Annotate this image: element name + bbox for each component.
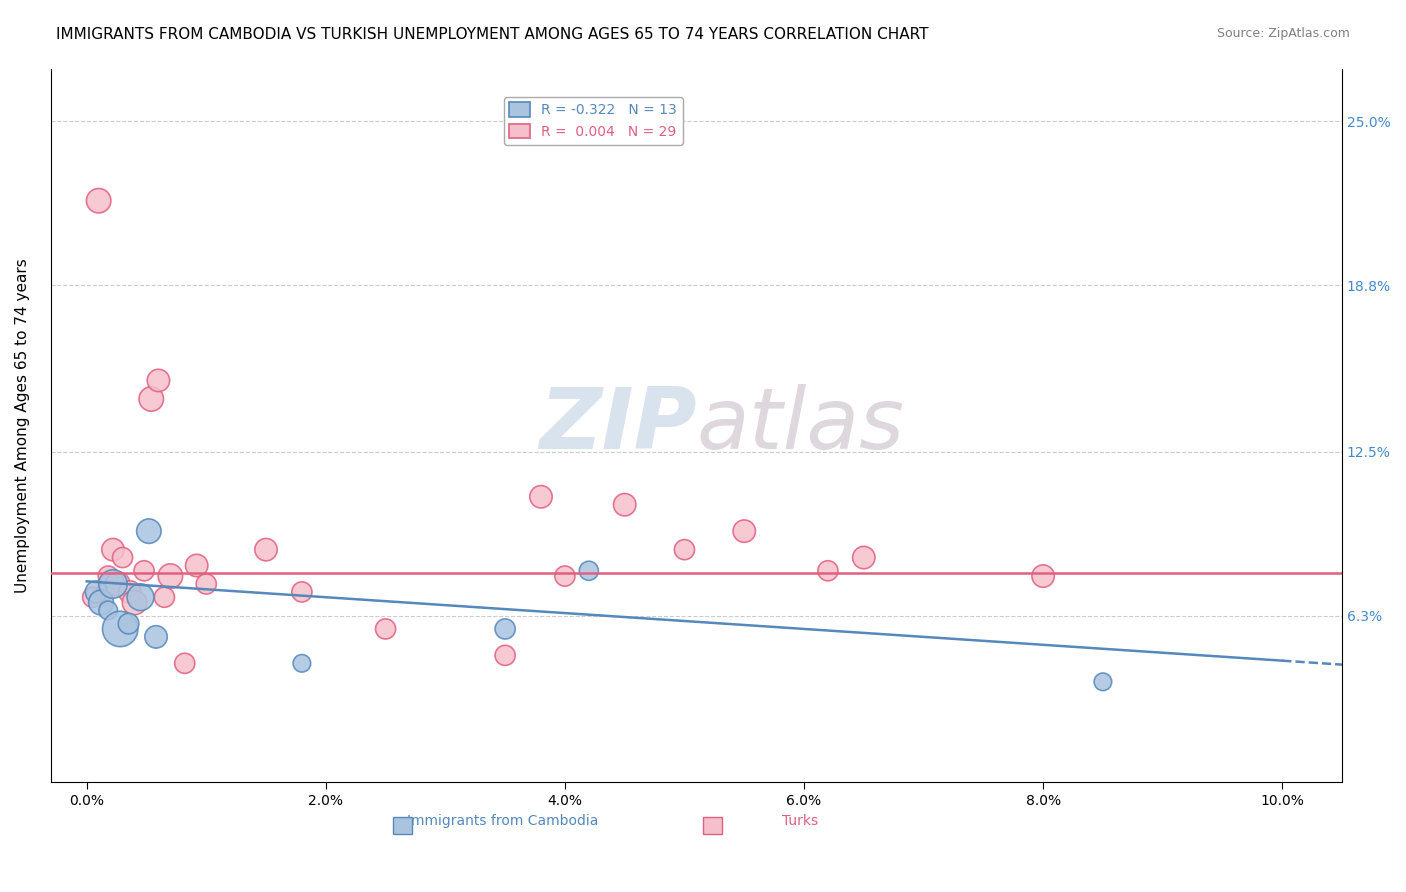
Point bbox=[84, 585, 107, 599]
Point bbox=[195, 577, 218, 591]
Point bbox=[141, 392, 163, 406]
Legend: R = -0.322   N = 13, R =  0.004   N = 29: R = -0.322 N = 13, R = 0.004 N = 29 bbox=[503, 97, 682, 145]
Point bbox=[494, 648, 516, 663]
Text: Turks: Turks bbox=[782, 814, 818, 828]
FancyBboxPatch shape bbox=[394, 816, 412, 834]
Point bbox=[93, 585, 115, 599]
Text: ZIP: ZIP bbox=[538, 384, 696, 467]
Point bbox=[673, 542, 696, 557]
Point bbox=[1032, 569, 1054, 583]
Point bbox=[148, 374, 170, 388]
Point bbox=[82, 591, 104, 605]
Y-axis label: Unemployment Among Ages 65 to 74 years: Unemployment Among Ages 65 to 74 years bbox=[15, 258, 30, 593]
Point bbox=[159, 569, 181, 583]
Point bbox=[578, 564, 600, 578]
Point bbox=[138, 524, 160, 538]
Point bbox=[291, 657, 314, 671]
Point bbox=[153, 591, 176, 605]
Point bbox=[118, 585, 141, 599]
Point bbox=[494, 622, 516, 636]
Text: Source: ZipAtlas.com: Source: ZipAtlas.com bbox=[1216, 27, 1350, 40]
Text: Immigrants from Cambodia: Immigrants from Cambodia bbox=[408, 814, 599, 828]
Point bbox=[186, 558, 208, 573]
Point bbox=[554, 569, 576, 583]
Point bbox=[852, 550, 875, 565]
Point bbox=[87, 194, 110, 208]
Point bbox=[817, 564, 839, 578]
Point bbox=[374, 622, 396, 636]
Point bbox=[733, 524, 755, 538]
Point bbox=[291, 585, 314, 599]
Point bbox=[107, 577, 129, 591]
Point bbox=[129, 591, 152, 605]
Point bbox=[97, 569, 120, 583]
Point bbox=[132, 564, 155, 578]
Point bbox=[111, 550, 134, 565]
Point bbox=[173, 657, 195, 671]
Point bbox=[117, 616, 139, 631]
Point bbox=[97, 603, 120, 617]
Point bbox=[145, 630, 167, 644]
Point bbox=[613, 498, 636, 512]
Point bbox=[101, 542, 124, 557]
Point bbox=[108, 622, 131, 636]
Text: IMMIGRANTS FROM CAMBODIA VS TURKISH UNEMPLOYMENT AMONG AGES 65 TO 74 YEARS CORRE: IMMIGRANTS FROM CAMBODIA VS TURKISH UNEM… bbox=[56, 27, 929, 42]
FancyBboxPatch shape bbox=[703, 816, 723, 834]
Point bbox=[124, 595, 146, 609]
Point bbox=[90, 595, 112, 609]
Point bbox=[530, 490, 553, 504]
Point bbox=[1091, 674, 1114, 689]
Point bbox=[254, 542, 277, 557]
Point bbox=[101, 577, 124, 591]
Text: atlas: atlas bbox=[696, 384, 904, 467]
